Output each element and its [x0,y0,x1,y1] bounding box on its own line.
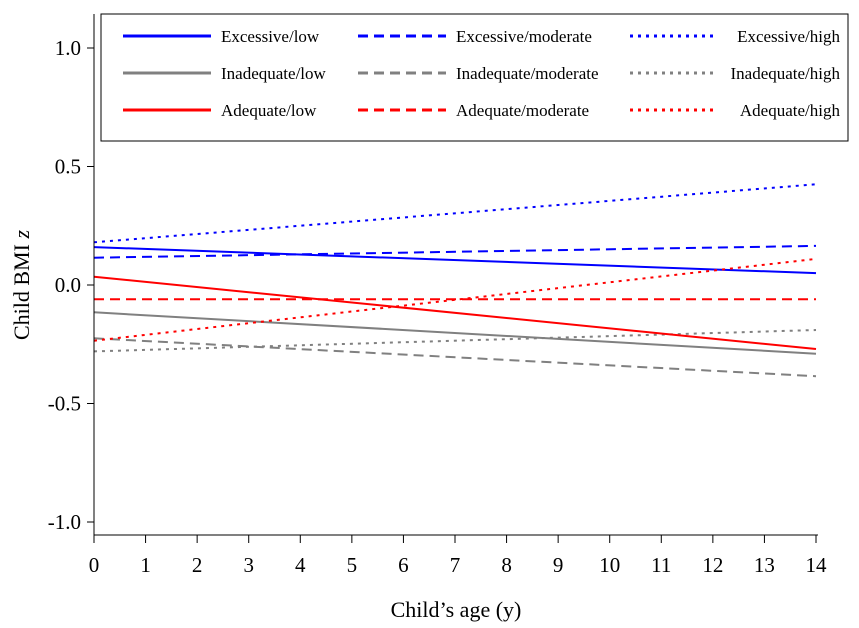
y-tick-label: 0.0 [55,273,81,297]
legend-label: Inadequate/moderate [456,64,599,83]
legend-label: Adequate/low [221,101,317,120]
x-tick-label: 10 [599,553,620,577]
legend-label: Excessive/moderate [456,27,592,46]
y-tick-label: -0.5 [48,392,81,416]
x-tick-label: 8 [501,553,512,577]
series-line-inadequate-low [93,311,817,355]
series-line-excessive-moderate [93,244,817,259]
series-line-inadequate-high [93,329,817,353]
plot-lines [93,183,817,378]
x-tick-label: 14 [806,553,828,577]
x-tick-label: 7 [450,553,461,577]
x-tick-label: 11 [651,553,671,577]
x-tick-label: 4 [295,553,306,577]
x-axis-title: Child’s age (y) [391,597,522,622]
y-axis-title: Child BMI z [9,230,34,340]
x-tick-label: 3 [243,553,254,577]
legend-label: Excessive/high [737,27,840,46]
legend-label: Adequate/high [740,101,841,120]
legend-label: Adequate/moderate [456,101,589,120]
y-axis-title-main: Child BMI [9,239,34,340]
x-tick-label: 6 [398,553,409,577]
x-tick-label: 0 [89,553,100,577]
x-tick-label: 2 [192,553,203,577]
y-tick-label: -1.0 [48,510,81,534]
axes [93,14,818,536]
legend-label: Inadequate/low [221,64,327,83]
y-ticks: 1.0 0.5 0.0 -0.5 -1.0 [48,36,94,534]
x-tick-label: 9 [553,553,564,577]
series-line-excessive-low [93,246,817,275]
series-line-excessive-high [93,183,817,244]
series-line-inadequate-moderate [93,337,817,378]
x-tick-label: 12 [702,553,723,577]
x-tick-label: 5 [347,553,358,577]
y-axis-title-italic: z [9,230,34,240]
legend: Excessive/low Excessive/moderate Excessive… [100,13,849,142]
legend-box [100,13,849,142]
x-tick-label: 13 [754,553,775,577]
series-line-adequate-high [93,257,817,342]
legend-label: Excessive/low [221,27,320,46]
legend-label: Inadequate/high [730,64,840,83]
x-ticks: 0 1 2 3 4 5 6 7 8 9 10 11 12 13 14 [89,535,827,577]
y-tick-label: 1.0 [55,36,81,60]
x-tick-label: 1 [140,553,151,577]
series-line-adequate-low [93,275,817,350]
y-tick-label: 0.5 [55,155,81,179]
